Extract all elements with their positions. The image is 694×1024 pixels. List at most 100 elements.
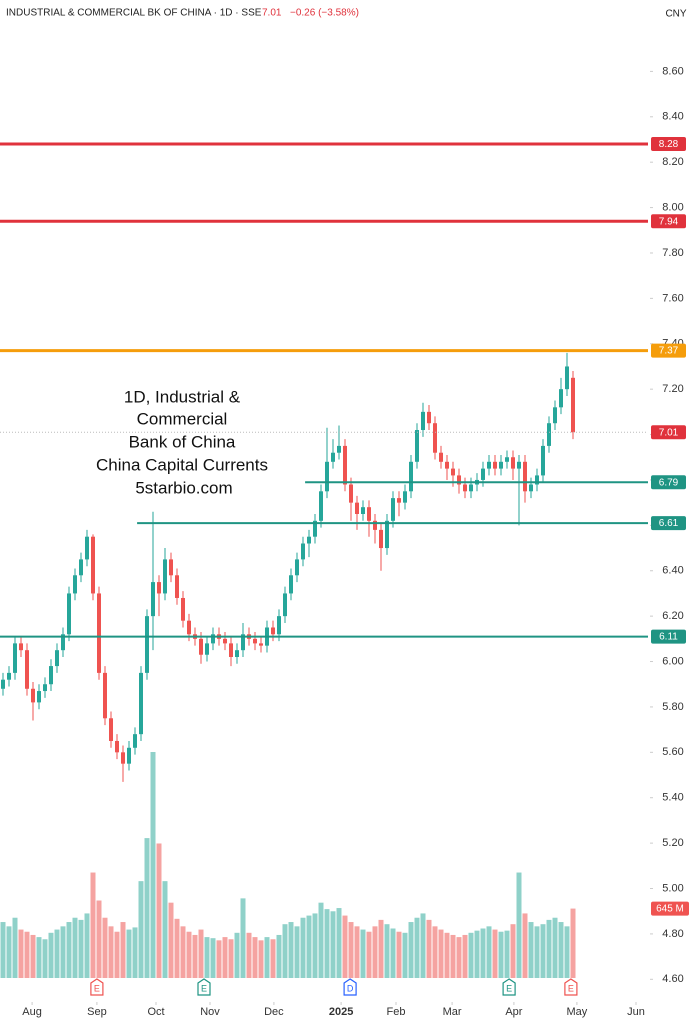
candle-body <box>355 502 359 514</box>
candle-body <box>481 468 485 480</box>
candle-body <box>61 634 65 651</box>
candle-body <box>331 452 335 462</box>
candle-body <box>559 389 563 408</box>
volume-bar <box>156 843 162 978</box>
volume-bar <box>222 937 228 978</box>
level-label-box <box>651 137 686 152</box>
volume-bar <box>372 926 378 978</box>
volume-bar <box>12 917 18 978</box>
volume-bar <box>282 924 288 978</box>
candle-body <box>523 461 527 492</box>
volume-bar <box>162 881 168 978</box>
candle-body <box>391 498 395 521</box>
volume-bar <box>408 922 414 978</box>
candle-body <box>319 491 323 521</box>
annotation-line: 1D, Industrial & <box>124 387 241 406</box>
event-badge <box>90 978 104 996</box>
candle-body <box>439 452 443 462</box>
volume-bar <box>252 937 258 978</box>
volume-bar <box>324 909 330 978</box>
volume-bar <box>54 929 60 978</box>
volume-bar <box>294 926 300 978</box>
y-tick-label: 5.60 <box>662 746 683 758</box>
event-label: E <box>568 983 574 993</box>
volume-bar <box>0 922 6 978</box>
volume-bar <box>6 926 12 978</box>
candle-body <box>115 740 119 753</box>
candle-body <box>433 423 437 453</box>
event-badge <box>343 978 357 996</box>
volume-bar <box>552 917 558 978</box>
volume-bar <box>330 911 336 978</box>
level-label: 7.37 <box>659 346 679 357</box>
candle-body <box>349 484 353 503</box>
candle-body <box>451 468 455 476</box>
candle-body <box>151 582 155 617</box>
x-tick-label: Sep <box>87 1006 107 1018</box>
x-tick-label: Mar <box>443 1006 462 1018</box>
candle-body <box>289 575 293 594</box>
volume-bar <box>444 932 450 978</box>
candle-body <box>43 684 47 692</box>
candle-body <box>253 638 257 644</box>
header-price: 7.01 <box>262 8 282 19</box>
candle-body <box>157 582 161 594</box>
level-label-box <box>651 516 686 531</box>
candle-body <box>133 734 137 748</box>
volume-bar <box>126 929 132 978</box>
volume-bar <box>192 934 198 978</box>
volume-bar <box>102 917 108 978</box>
volume-bar <box>366 931 372 978</box>
y-tick-label: 7.60 <box>662 292 683 304</box>
volume-bar <box>456 937 462 978</box>
volume-bar <box>396 931 402 978</box>
level-label-box <box>651 629 686 644</box>
candle-body <box>205 643 209 655</box>
x-tick-label: May <box>567 1006 588 1018</box>
volume-bar <box>528 922 534 978</box>
volume-bar <box>90 872 96 978</box>
candle-body <box>271 627 275 635</box>
candle-body <box>511 457 515 469</box>
x-tick-label: Apr <box>505 1006 522 1018</box>
annotation-line: 5starbio.com <box>135 478 232 497</box>
event-label: E <box>201 983 207 993</box>
volume-bar <box>72 917 78 978</box>
candle-body <box>19 643 23 651</box>
candle-body <box>517 461 521 469</box>
volume-bar <box>348 922 354 978</box>
volume-bar <box>450 934 456 978</box>
volume-bar <box>42 939 48 978</box>
volume-bar <box>204 937 210 978</box>
volume-bar <box>66 922 72 978</box>
candle-body <box>361 507 365 514</box>
candle-body <box>109 718 113 741</box>
volume-bar <box>504 930 510 978</box>
candle-body <box>427 411 431 424</box>
volume-bar <box>510 924 516 978</box>
candle-body <box>223 638 227 644</box>
volume-bar <box>216 940 222 978</box>
candle-body <box>379 529 383 549</box>
volume-bar <box>312 913 318 978</box>
candle-body <box>175 575 179 598</box>
candle-body <box>547 423 551 446</box>
level-label-box <box>651 343 686 358</box>
y-tick-label: 8.60 <box>662 65 683 77</box>
y-tick-label: 6.40 <box>662 565 683 577</box>
last-price-box <box>651 425 686 440</box>
volume-bar <box>522 913 528 978</box>
candle-body <box>91 536 95 594</box>
volume-bar <box>174 918 180 978</box>
event-label: E <box>94 983 100 993</box>
volume-bar <box>270 939 276 978</box>
candle-body <box>373 520 377 530</box>
volume-bar <box>210 938 216 978</box>
level-label: 6.61 <box>659 518 679 529</box>
candle-body <box>31 688 35 703</box>
level-label: 7.94 <box>659 216 679 227</box>
event-label: E <box>506 983 512 993</box>
candle-body <box>535 475 539 485</box>
